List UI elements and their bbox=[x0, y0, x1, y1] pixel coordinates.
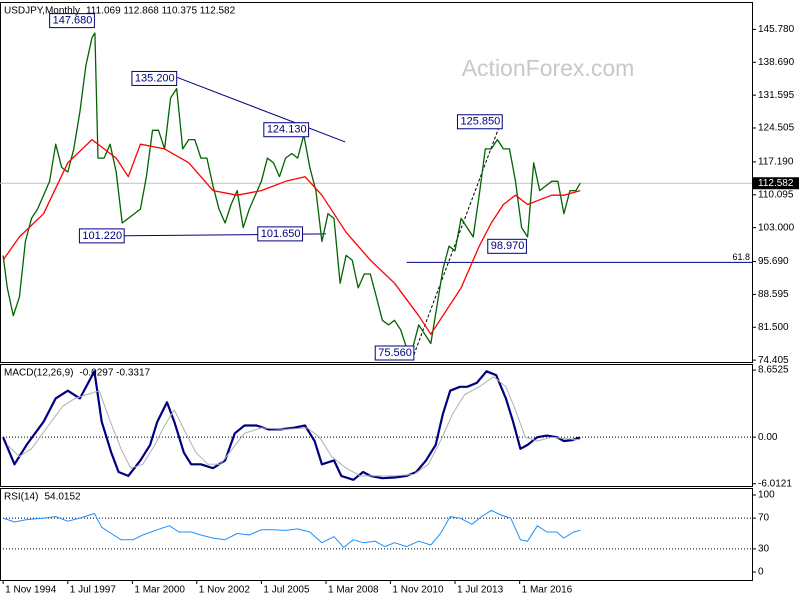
last-price-box bbox=[753, 177, 799, 190]
annotation-label: 147.680 bbox=[53, 15, 93, 27]
y-tick-label: 70 bbox=[758, 513, 770, 524]
y-tick-label: 0.00 bbox=[758, 432, 778, 443]
series-line bbox=[2, 138, 581, 335]
annotation-box bbox=[78, 228, 125, 244]
y-tick-label: 131.595 bbox=[758, 90, 795, 101]
series-line bbox=[2, 32, 581, 349]
y-tick-label: 100 bbox=[758, 490, 775, 501]
trendline bbox=[413, 121, 502, 355]
panel-values: 54.0152 bbox=[44, 492, 81, 503]
y-tick-label: -6.0121 bbox=[758, 478, 792, 489]
x-tick-label: 1 Mar 2016 bbox=[522, 585, 573, 596]
x-tick-label: 1 Nov 2010 bbox=[392, 585, 444, 596]
y-tick-label: 110.095 bbox=[758, 189, 794, 200]
annotation-box bbox=[257, 226, 304, 242]
x-tick-label: 1 Jul 2013 bbox=[457, 585, 504, 596]
annotation-label: 135.200 bbox=[135, 72, 175, 84]
y-tick-label: 103.000 bbox=[758, 222, 795, 233]
annotation-box bbox=[487, 238, 527, 254]
annotation-label: 75.560 bbox=[378, 347, 412, 359]
y-tick-label: 95.690 bbox=[758, 256, 789, 267]
annotation-box bbox=[131, 70, 178, 86]
series-line bbox=[2, 509, 581, 548]
watermark: ActionForex.com bbox=[462, 55, 635, 81]
series-line bbox=[6, 376, 581, 477]
x-tick-label: 1 Mar 2008 bbox=[328, 585, 379, 596]
x-tick-label: 1 Mar 2000 bbox=[134, 585, 185, 596]
last-price-label: 112.582 bbox=[758, 178, 794, 189]
annotation-box bbox=[49, 13, 95, 29]
annotation-label: 124.130 bbox=[267, 124, 307, 136]
y-tick-label: 74.405 bbox=[758, 355, 789, 366]
panel-title: USDJPY,Monthly bbox=[4, 6, 80, 17]
y-tick-label: 145.780 bbox=[758, 24, 795, 35]
x-tick-label: 1 Jul 1997 bbox=[70, 585, 117, 596]
x-tick-label: 1 Nov 1994 bbox=[5, 585, 57, 596]
y-tick-label: 88.595 bbox=[758, 289, 789, 300]
y-tick-label: 117.190 bbox=[758, 157, 794, 168]
y-tick-label: 138.690 bbox=[758, 57, 795, 68]
annotation-box bbox=[456, 114, 503, 130]
fib-level-label: 61.8 bbox=[732, 252, 750, 262]
x-tick-label: 1 Nov 2002 bbox=[199, 585, 251, 596]
annotation-label: 98.970 bbox=[491, 240, 525, 252]
y-tick-label: 81.500 bbox=[758, 322, 789, 333]
y-tick-label: 124.505 bbox=[758, 123, 795, 134]
panel-title: RSI(14) bbox=[4, 492, 38, 503]
annotation-label: 125.850 bbox=[460, 116, 500, 128]
panel-values: 111.069 112.868 110.375 112.582 bbox=[86, 6, 236, 17]
y-tick-label: 8.6525 bbox=[758, 365, 789, 376]
annotation-label: 101.220 bbox=[82, 230, 122, 242]
x-tick-label: 1 Jul 2005 bbox=[263, 585, 310, 596]
annotation-label: 101.650 bbox=[261, 228, 301, 240]
y-tick-label: 30 bbox=[758, 544, 770, 555]
panel-values: -0.0297 -0.3317 bbox=[79, 368, 150, 379]
trendline bbox=[174, 76, 346, 143]
y-tick-label: 0 bbox=[758, 567, 764, 578]
series-line bbox=[2, 370, 581, 481]
annotation-box bbox=[374, 345, 415, 361]
panel-title: MACD(12,26,9) bbox=[4, 368, 73, 379]
annotation-box bbox=[263, 122, 310, 138]
